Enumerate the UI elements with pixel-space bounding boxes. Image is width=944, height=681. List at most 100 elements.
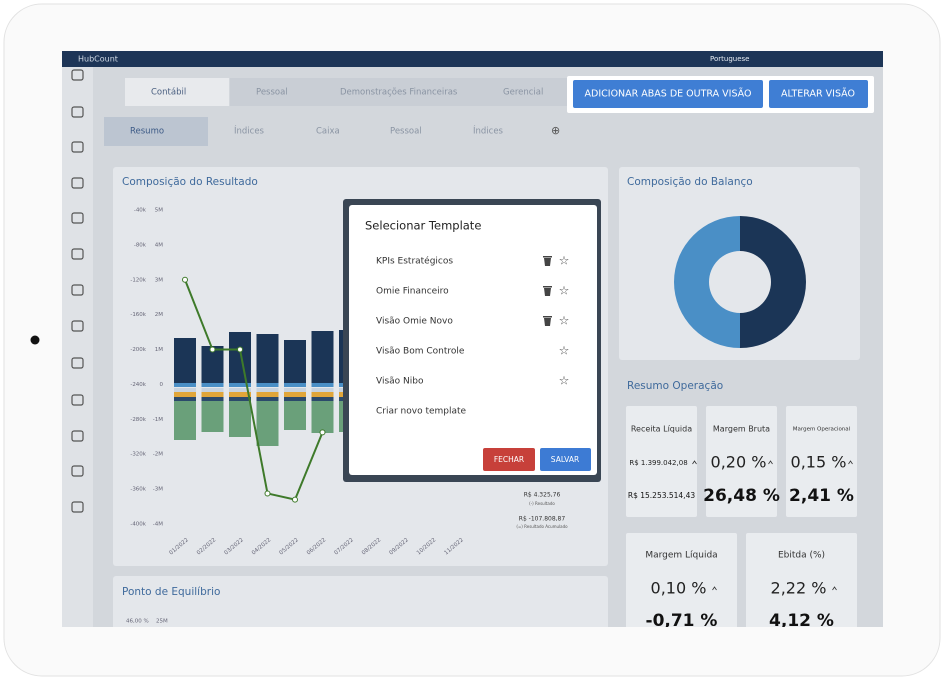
button-label[interactable]: ALTERAR VISÃO xyxy=(781,89,855,100)
nav-icon[interactable] xyxy=(71,501,84,513)
nav-icon[interactable] xyxy=(71,394,84,406)
kpi-total: R$ 15.253.514,43 xyxy=(628,491,695,500)
camera xyxy=(30,335,40,345)
kpi-card xyxy=(786,406,857,517)
y2-tick-label: 3M xyxy=(155,277,163,283)
y-tick-label: -200k xyxy=(130,347,146,353)
nav-icon[interactable] xyxy=(71,212,84,224)
kpi-total: 26,48 % xyxy=(703,486,780,506)
active-subtab[interactable] xyxy=(104,117,208,146)
nav-icon[interactable] xyxy=(71,320,84,332)
favorite-icon[interactable]: ☆ xyxy=(559,254,570,268)
trend-arrow xyxy=(768,460,773,465)
button-label[interactable]: ADICIONAR ABAS DE OUTRA VISÃO xyxy=(585,89,752,100)
button[interactable] xyxy=(540,448,591,471)
bar-segment xyxy=(174,388,196,392)
axis-label: 46,00 % xyxy=(126,619,149,625)
legend-value: R$ -107.808,87 xyxy=(519,516,566,523)
subtab[interactable]: Caixa xyxy=(316,127,340,137)
kpi-label: Margem Operacional xyxy=(793,427,851,433)
delete-icon[interactable] xyxy=(543,256,552,266)
template-name[interactable]: KPIs Estratégicos xyxy=(376,256,453,267)
tab[interactable]: Gerencial xyxy=(503,88,543,98)
bar-segment xyxy=(311,331,334,383)
nav-icon[interactable] xyxy=(71,248,84,260)
button-label[interactable]: SALVAR xyxy=(551,455,579,464)
y2-tick-label: -4M xyxy=(153,522,163,528)
y-tick-label: -80k xyxy=(134,242,147,248)
favorite-icon[interactable]: ☆ xyxy=(559,284,570,298)
card xyxy=(619,167,860,360)
bar-segment xyxy=(311,383,334,387)
delete-icon[interactable] xyxy=(543,286,552,296)
bar-segment xyxy=(284,388,306,392)
trend-arrow xyxy=(712,586,717,591)
card-title: Composição do Balanço xyxy=(627,176,753,188)
bar-segment xyxy=(256,401,279,446)
bar-segment xyxy=(311,397,334,401)
language[interactable]: Portuguese xyxy=(710,55,749,63)
bar-segment xyxy=(201,346,224,383)
card-title: Composição do Resultado xyxy=(122,176,258,188)
y2-tick-label: 2M xyxy=(155,312,163,318)
kpi-card xyxy=(706,406,777,517)
subtab[interactable]: Índices xyxy=(473,125,504,137)
tab[interactable]: Contábil xyxy=(151,88,186,98)
favorite-icon[interactable]: ☆ xyxy=(559,344,570,358)
nav-icon[interactable] xyxy=(71,284,84,296)
bar-segment xyxy=(311,392,334,397)
nav-icon[interactable] xyxy=(71,106,84,118)
favorite-icon[interactable]: ☆ xyxy=(559,374,570,388)
button[interactable] xyxy=(769,80,868,108)
subtab[interactable]: Pessoal xyxy=(390,127,422,137)
bar-segment xyxy=(311,401,334,433)
legend-label: (-) Resultado xyxy=(529,501,555,506)
nav-icon[interactable] xyxy=(71,430,84,442)
trend-arrow xyxy=(832,586,837,591)
tab[interactable]: Demonstrações Financeiras xyxy=(340,88,458,98)
template-name[interactable]: Visão Bom Controle xyxy=(376,347,465,357)
y2-tick-label: 0 xyxy=(160,382,164,388)
template-name[interactable]: Visão Omie Novo xyxy=(376,317,453,327)
line-point xyxy=(209,346,216,353)
delete-icon[interactable] xyxy=(543,316,552,326)
template-name[interactable]: Visão Nibo xyxy=(376,377,424,387)
donut-segment xyxy=(674,216,740,348)
line-point xyxy=(319,429,326,436)
kpi-label: Ebitda (%) xyxy=(778,551,825,561)
tab[interactable]: Pessoal xyxy=(256,88,288,98)
button[interactable] xyxy=(483,448,535,471)
bar-segment xyxy=(284,397,306,401)
subtab[interactable]: Índices xyxy=(234,125,265,137)
bar-segment xyxy=(174,397,196,401)
subtab[interactable]: Resumo xyxy=(130,127,164,137)
card-title: Ponto de Equilíbrio xyxy=(122,586,220,598)
tab-strip xyxy=(230,78,570,106)
y-tick-label: -40k xyxy=(134,208,147,214)
modal xyxy=(349,205,597,475)
line xyxy=(184,279,324,501)
y2-tick-label: -1M xyxy=(153,417,163,423)
nav-icon[interactable] xyxy=(71,465,84,477)
top-bar xyxy=(62,51,883,67)
button-label[interactable]: FECHAR xyxy=(494,455,524,464)
line-point xyxy=(237,346,243,353)
axis-label: 25M xyxy=(156,619,168,625)
favorite-icon[interactable]: ☆ xyxy=(559,314,570,328)
y-tick-label: -160k xyxy=(130,312,146,318)
bar-segment xyxy=(229,388,251,392)
nav-icon[interactable] xyxy=(71,69,84,81)
nav-icon[interactable] xyxy=(71,357,84,369)
nav-icon[interactable] xyxy=(71,177,84,189)
template-name[interactable]: Omie Financeiro xyxy=(376,287,449,297)
button[interactable] xyxy=(573,80,763,108)
y-tick-label: -360k xyxy=(130,487,146,493)
active-tab[interactable] xyxy=(125,78,229,106)
card xyxy=(113,576,608,627)
add-subtab[interactable]: ⊕ xyxy=(551,124,560,137)
line-point xyxy=(182,276,188,283)
y2-tick-label: -2M xyxy=(153,452,163,458)
bar-segment xyxy=(229,401,251,437)
nav-icon[interactable] xyxy=(71,141,84,153)
create-template[interactable]: Criar novo template xyxy=(376,407,467,417)
